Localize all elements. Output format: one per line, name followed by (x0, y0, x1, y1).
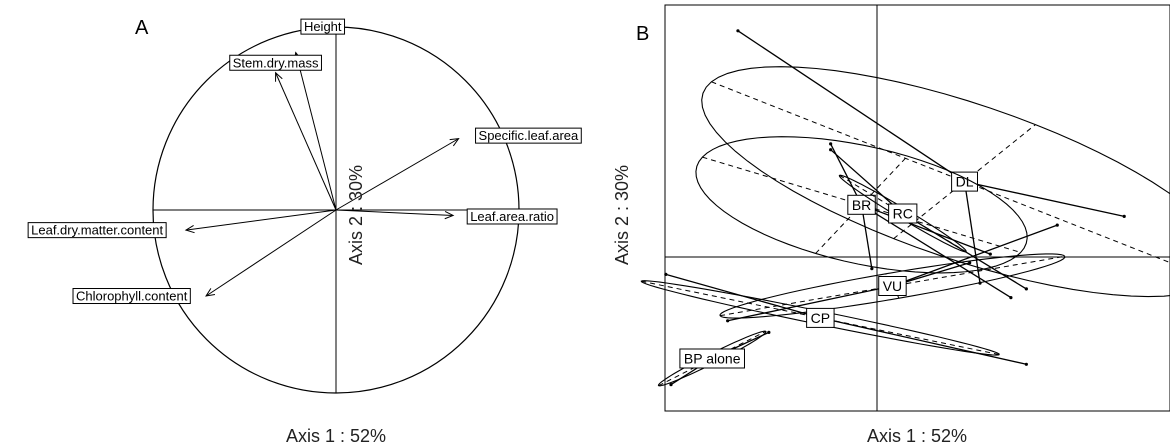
panel-b-y-axis-label: Axis 2 : 30% (612, 165, 632, 265)
group-br: BR (695, 136, 1028, 300)
group-bp-alone-label: BP alone (684, 351, 741, 367)
group-rc-label-box: RC (888, 203, 918, 224)
group-dl-point (1122, 214, 1126, 218)
group-cp: CP (640, 272, 1028, 366)
variable-chlorophyll-content-arrowhead (205, 288, 216, 297)
group-vu-label-frame (878, 276, 907, 296)
variable-height-arrow (295, 52, 337, 211)
group-rc-point (829, 148, 833, 152)
panel-b-plot-frame (664, 4, 1170, 412)
variable-stem-dry-mass-label-frame (229, 54, 322, 71)
group-cp-point (664, 272, 668, 276)
group-bp-alone-ellipse-axis-1 (658, 330, 767, 387)
group-cp-point (1024, 362, 1028, 366)
group-rc-star-line (830, 149, 904, 214)
variable-leaf-area-ratio-label: Leaf.area.ratio (470, 209, 554, 224)
variable-chlorophyll-content-arrow (205, 209, 337, 297)
variable-specific-leaf-area-label-box: Specific.leaf.area (475, 127, 582, 144)
group-br-point (988, 252, 992, 256)
variable-leaf-dry-matter-content-arrowhead (184, 224, 195, 234)
panel-a-y-axis-label: Axis 2 : 30% (346, 165, 366, 265)
group-br-label: BR (852, 197, 871, 213)
group-br-star-line (861, 204, 991, 255)
panel-b-x-axis-label: Axis 1 : 52% (867, 426, 967, 446)
variable-specific-leaf-area-label: Specific.leaf.area (479, 128, 579, 143)
group-cp-label: CP (811, 310, 830, 326)
group-rc-label-frame (888, 203, 918, 224)
variable-leaf-area-ratio-arrowhead (444, 210, 455, 220)
group-vu-point (1055, 223, 1059, 227)
variable-specific-leaf-area: Specific.leaf.area (335, 127, 582, 211)
group-dl-point (736, 29, 740, 33)
group-vu-star-line (892, 224, 1058, 287)
variable-stem-dry-mass-label: Stem.dry.mass (233, 55, 319, 70)
group-br-label-frame (847, 194, 876, 215)
variable-stem-dry-mass: Stem.dry.mass (229, 54, 337, 211)
group-br-point (1009, 296, 1013, 300)
group-rc-point (1024, 287, 1028, 291)
group-cp-label-frame (806, 307, 835, 328)
group-vu-label-box: VU (878, 276, 907, 296)
variable-stem-dry-mass-arrowhead (275, 71, 283, 82)
group-bp-alone-point (669, 383, 673, 387)
variable-specific-leaf-area-arrowhead (449, 138, 460, 147)
group-dl-star-line (964, 180, 1125, 218)
variable-chlorophyll-content-label-box: Chlorophyll.content (72, 288, 191, 305)
variable-height-label-box: Height (300, 18, 346, 35)
variable-height-label-frame (300, 18, 346, 35)
group-br-label-box: BR (847, 194, 876, 215)
group-vu-star-line (727, 285, 893, 322)
variable-leaf-dry-matter-content-label-frame (27, 222, 167, 239)
variable-leaf-area-ratio: Leaf.area.ratio (335, 208, 558, 225)
panel-a-letter: A (135, 17, 149, 39)
variable-leaf-dry-matter-content-label-box: Leaf.dry.matter.content (27, 222, 167, 239)
panel-b-letter: B (636, 23, 649, 45)
variable-leaf-dry-matter-content: Leaf.dry.matter.content (27, 209, 337, 239)
group-bp-alone-label-box: BP alone (679, 348, 745, 369)
group-vu-point (726, 319, 730, 323)
group-dl-ellipse (701, 66, 1170, 298)
group-dl-label-frame (951, 171, 979, 192)
group-bp-alone-point (767, 330, 771, 334)
group-bp-alone-label-frame (679, 348, 745, 369)
variable-chlorophyll-content-label: Chlorophyll.content (76, 289, 188, 304)
group-cp-star-line (665, 273, 821, 319)
variable-stem-dry-mass-label-box: Stem.dry.mass (229, 54, 322, 71)
group-rc: RC (829, 148, 1028, 291)
variable-chlorophyll-content: Chlorophyll.content (72, 209, 337, 305)
variable-height: Height (293, 18, 346, 211)
group-cp-label-box: CP (806, 307, 835, 328)
group-vu-point (968, 261, 972, 265)
variable-leaf-area-ratio-label-box: Leaf.area.ratio (466, 208, 558, 225)
group-dl-label-box: DL (951, 171, 979, 192)
variable-chlorophyll-content-label-frame (72, 288, 191, 305)
panel-a-x-axis-label: Axis 1 : 52% (286, 426, 386, 446)
variable-height-label: Height (304, 19, 342, 34)
group-br-star-line (860, 204, 873, 269)
panel-b-group-scatter: B DL BR RC VU CP BP alone Axis 1 : 52% Axis 2… (612, 4, 1170, 446)
variable-leaf-dry-matter-content-label: Leaf.dry.matter.content (31, 223, 163, 238)
variable-stem-dry-mass-arrow (275, 72, 337, 211)
group-rc-label: RC (893, 206, 913, 222)
variable-specific-leaf-area-arrow (335, 138, 459, 211)
group-br-point (870, 267, 874, 271)
group-br-point (829, 142, 833, 146)
group-cp-star-line (820, 317, 1027, 365)
variable-specific-leaf-area-label-frame (475, 127, 582, 144)
group-bp-alone: BP alone (657, 330, 771, 387)
group-dl-ellipse-axis-1 (711, 81, 1170, 264)
group-dl-label: DL (956, 174, 974, 190)
group-vu-label: VU (883, 278, 902, 294)
group-dl: DL (701, 29, 1170, 298)
group-br-star-line (861, 204, 1012, 299)
group-dl-star-line (737, 30, 965, 183)
variable-leaf-area-ratio-arrow (335, 209, 454, 216)
variable-leaf-dry-matter-content-arrow (185, 209, 337, 231)
group-dl-star-line (963, 181, 981, 284)
variable-leaf-area-ratio-label-frame (466, 208, 558, 225)
panel-a-correlation-circle: A Height Stem.dry.mass Specific.leaf.area L… (27, 17, 582, 446)
